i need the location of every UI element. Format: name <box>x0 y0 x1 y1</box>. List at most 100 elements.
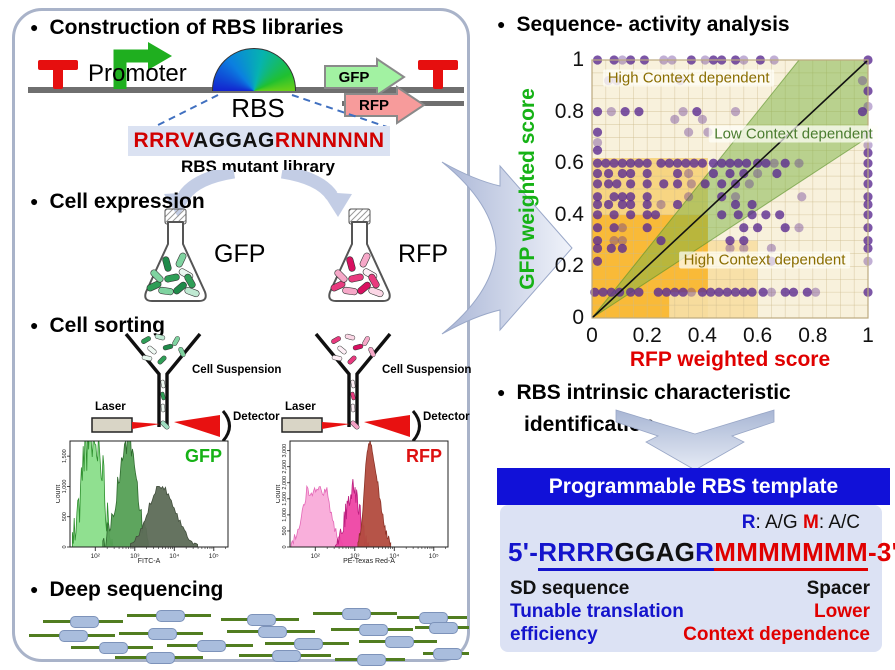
scatter-point <box>706 287 716 297</box>
scatter-point <box>857 107 868 117</box>
scatter-point <box>678 287 688 297</box>
x-tick-label: 1 <box>862 324 874 347</box>
construct-diagram <box>28 42 464 129</box>
scatter-point <box>592 145 603 155</box>
caption-lower-1: Lower <box>814 601 870 622</box>
scatter-point <box>664 158 674 168</box>
rfp_hist-svg: 0 500 1,000 1,500 2,000 2,500 3,000 10² 10³ 10⁴ 10… <box>275 440 449 565</box>
gfp_hist-svg: 0 500 1,000 1,500 10² 10³ 10⁴ 10⁵ FITC-A Count <box>55 440 229 565</box>
scatter-point <box>730 199 741 210</box>
rfp-flask-icon <box>328 208 391 302</box>
scatter-point <box>684 127 694 137</box>
workflow-panel-border <box>12 8 470 662</box>
svg-text:1,000: 1,000 <box>282 508 288 522</box>
scatter-point <box>761 210 771 220</box>
read-marker <box>58 630 88 642</box>
scatter-point <box>780 287 790 297</box>
seq-spacer: MMMMMMM <box>714 537 868 567</box>
scatter-point <box>678 107 688 117</box>
scatter-point <box>642 158 652 168</box>
hist-x-axis-title: PE-Texas Red-A <box>343 558 395 565</box>
svg-text:10⁵: 10⁵ <box>429 553 439 560</box>
scatter-point <box>681 158 691 168</box>
read-marker <box>147 628 177 640</box>
scatter-point <box>642 210 652 220</box>
scatter-point <box>739 168 749 179</box>
svg-text:10⁵: 10⁵ <box>209 553 219 560</box>
scatter-point <box>650 210 661 220</box>
rfp-cells <box>330 252 384 298</box>
scatter-chart: High Context dependent Low Context depend… <box>500 40 895 380</box>
scatter-point <box>697 158 707 168</box>
scatter-point <box>609 236 619 246</box>
scatter-point <box>592 107 603 117</box>
scatter-point <box>592 243 603 253</box>
flow-arrow-right-icon <box>441 161 573 335</box>
read-marker <box>155 610 185 622</box>
scatter-point <box>606 107 616 117</box>
scatter-point <box>794 223 804 233</box>
seq-spacer: RNNNNNN <box>274 129 385 152</box>
scatter-point <box>797 192 807 202</box>
read-marker <box>98 642 128 654</box>
scatter-point <box>700 179 710 189</box>
svg-text:10²: 10² <box>91 553 101 560</box>
y-tick-label: 0.8 <box>554 99 584 123</box>
scatter-point <box>747 210 757 220</box>
laser-box-icon <box>91 417 133 433</box>
scatter-point <box>725 168 735 179</box>
scatter-point <box>592 236 603 246</box>
svg-text:500: 500 <box>282 526 288 535</box>
scatter-point <box>626 168 636 179</box>
rfp-gene-label: RFP <box>359 97 389 114</box>
scatter-point <box>684 192 694 202</box>
scatter-beam <box>364 415 410 437</box>
detector-label-right: Detector <box>423 411 470 423</box>
seq-prefix: 5'- <box>508 537 539 567</box>
scatter-point <box>730 107 741 117</box>
scatter-point <box>642 168 652 179</box>
scatter-point <box>744 179 754 189</box>
x-tick-label: 0.8 <box>798 324 828 347</box>
seq-suffix: -3' <box>867 537 895 567</box>
scatter-point <box>717 179 727 189</box>
rbs-callout-dash-left <box>151 94 219 129</box>
scatter-point <box>592 137 603 148</box>
scatter-point <box>684 168 694 179</box>
scatter-point <box>626 199 636 210</box>
scatter-point <box>659 179 669 189</box>
scatter-point <box>733 158 743 168</box>
rbs-template-sequence: 5'-RRRRGGAGRMMMMMMM-3' <box>508 537 895 571</box>
cell-sorter-gfp <box>91 332 231 442</box>
scatter-point <box>592 127 603 137</box>
section-title-construction: Construction of RBS libraries <box>30 16 343 40</box>
scatter-point <box>708 168 719 179</box>
scatter-point <box>689 158 699 168</box>
scatter-point <box>609 223 619 233</box>
scatter-point <box>609 192 619 202</box>
flow-arrow-down-icon <box>615 409 775 471</box>
scatter-point <box>788 287 799 297</box>
svg-text:1,500: 1,500 <box>282 492 288 506</box>
scatter-point <box>780 223 790 233</box>
laser-beam <box>322 422 350 429</box>
scatter-plot-area: High Context dependent Low Context depend… <box>590 55 878 319</box>
read-marker <box>428 622 458 634</box>
svg-text:500: 500 <box>62 512 68 521</box>
laser-box-icon <box>281 417 323 433</box>
y-tick-label: 0.4 <box>554 202 584 226</box>
scatter-point <box>642 192 652 202</box>
section-title-sequencing: Deep sequencing <box>30 578 223 602</box>
scatter-point <box>794 158 804 168</box>
scatter-point <box>661 287 672 297</box>
caption-lower-2: Context dependence <box>683 624 870 645</box>
scatter-point <box>686 179 696 189</box>
scatter-point <box>656 236 666 246</box>
scatter-point <box>620 107 630 117</box>
scatter-point <box>670 287 680 297</box>
scatter-point <box>626 179 636 189</box>
gfp-flask-icon <box>144 208 207 302</box>
scatter-point <box>617 168 627 179</box>
caption-tunable-1: Tunable translation <box>510 601 684 622</box>
